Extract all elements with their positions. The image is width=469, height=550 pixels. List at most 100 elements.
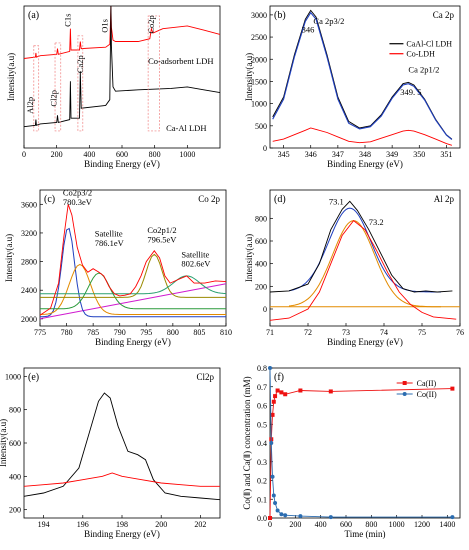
x-axis-label-e: Binding Energy (eV): [84, 529, 160, 539]
data-point-f-1-3: [271, 493, 276, 498]
y-tick-label-b-5: 2500: [251, 33, 267, 42]
fit-peak-c-5: [40, 275, 227, 295]
y-tick-label-d-3: 600: [255, 237, 267, 246]
x-tick-label-b-5: 350: [413, 150, 425, 159]
fit-peak-c-2: [39, 263, 226, 315]
data-point-f-0-8: [298, 388, 303, 393]
x-axis-label-c: Binding Energy (eV): [95, 337, 171, 347]
annotation-c-4: Co2p1/2: [147, 225, 176, 235]
x-tick-label-a-1: 200: [51, 150, 63, 159]
data-point-f-1-1: [269, 441, 274, 445]
y-axis-label-a: Intensity(a.u): [6, 53, 16, 101]
annotation-c-1: 780.3eV: [63, 197, 93, 207]
y-tick-label-e-0: 200: [9, 506, 21, 515]
series-line-c-0: [39, 204, 227, 316]
annotation-b-1: 346: [302, 25, 315, 35]
y-tick-label-d-0: 0: [263, 305, 267, 314]
data-point-f-1-2: [270, 474, 275, 479]
data-point-f-0-6: [279, 390, 284, 395]
y-axis-label-b: Intensity(a.u): [244, 53, 254, 101]
annotation-b-3: 349. 5: [400, 87, 421, 97]
x-tick-label-f-2: 400: [315, 520, 327, 529]
x-tick-label-c-7: 810: [220, 328, 232, 337]
y-tick-label-f-2: 0.2: [257, 477, 267, 486]
series-line-b-0: [272, 9, 453, 140]
annotation-b-0: Ca 2p3/2: [313, 16, 344, 26]
annotation-b-2: Ca 2p1/2: [408, 65, 439, 75]
y-tick-label-d-2: 400: [255, 260, 267, 269]
x-tick-label-d-4: 75: [418, 328, 426, 337]
y-axis-label-f: Co(Ⅱ) and Ca(Ⅱ) concentration (mM): [242, 376, 252, 509]
x-tick-label-e-2: 198: [116, 520, 128, 529]
x-tick-label-d-5: 76: [456, 328, 464, 337]
x-axis-label-a: Binding Energy (eV): [84, 159, 160, 169]
highlight-box-a-0: [33, 45, 40, 132]
x-tick-label-f-7: 1400: [439, 520, 455, 529]
data-point-f-0-4: [273, 394, 278, 399]
legend-label-f-0: Ca(II): [417, 379, 437, 388]
x-tick-label-f-1: 200: [289, 520, 301, 529]
panel-title-c: Co 2p: [198, 194, 220, 204]
panel-label-f: (f): [274, 372, 284, 383]
y-tick-label-f-5: 0.5: [257, 420, 267, 429]
x-axis-label-b: Binding Energy (eV): [327, 159, 403, 169]
data-point-f-1-5: [275, 508, 280, 513]
x-tick-label-e-1: 196: [77, 520, 89, 529]
x-tick-label-b-0: 345: [278, 150, 290, 159]
y-tick-label-c-3: 3200: [21, 229, 37, 238]
x-tick-label-a-5: 1000: [179, 150, 195, 159]
annotation-c-0: Co2p3/2: [63, 188, 92, 198]
annotation-c-5: 796.5eV: [147, 234, 177, 244]
annotation-c-6: Satellite: [181, 249, 209, 259]
y-tick-label-f-7: 0.7: [257, 383, 267, 392]
y-tick-label-b-1: 500: [255, 122, 267, 131]
panel-title-d: Al 2p: [434, 194, 455, 204]
y-tick-label-c-0: 2000: [21, 315, 37, 324]
fit-line-b: [272, 11, 453, 141]
x-tick-label-f-5: 1000: [389, 520, 405, 529]
annotation-a-0: O1s: [99, 19, 109, 33]
x-tick-label-b-2: 347: [332, 150, 344, 159]
y-tick-label-e-3: 800: [9, 406, 21, 415]
fit-peak-d-1: [288, 207, 441, 293]
x-tick-label-e-0: 194: [38, 520, 50, 529]
legend-marker-f-1: [402, 392, 407, 396]
data-point-f-1-10: [450, 515, 455, 520]
series-line-e-1: [23, 472, 220, 487]
x-tick-label-e-3: 200: [155, 520, 167, 529]
y-axis-label-c: Intensity(a.u): [4, 234, 14, 282]
data-point-f-0-9: [328, 389, 333, 394]
y-tick-label-b-4: 2000: [251, 55, 267, 64]
data-point-f-1-6: [279, 512, 284, 517]
x-tick-label-d-2: 73: [342, 328, 350, 337]
y-tick-label-f-4: 0.4: [257, 439, 267, 448]
x-tick-label-b-3: 348: [359, 150, 371, 159]
series-line-d-0: [269, 200, 453, 293]
fit-peak-c-3: [40, 272, 226, 310]
panel-label-b: (b): [274, 10, 286, 21]
panel-label-a: (a): [28, 10, 39, 21]
legend-label-b-0: CaAl-Cl LDH: [406, 40, 452, 49]
series-line-a-0: [23, 5, 221, 59]
y-axis-label-e: Intensity(a.u): [0, 419, 8, 467]
y-tick-label-d-1: 200: [255, 282, 267, 291]
annotation-c-7: 802.6eV: [181, 259, 211, 269]
x-tick-label-e-4: 202: [194, 520, 206, 529]
data-point-f-1-4: [273, 501, 278, 505]
x-tick-label-c-0: 775: [34, 328, 46, 337]
fit-peak-c-4: [40, 253, 226, 298]
x-tick-label-c-6: 805: [193, 328, 205, 337]
plot-frame-e: [23, 367, 221, 519]
data-point-f-0-5: [275, 388, 280, 393]
series-line-b-1: [272, 127, 453, 146]
x-tick-label-d-1: 72: [304, 328, 312, 337]
x-tick-label-b-1: 346: [305, 150, 317, 159]
series-line-f-0: [269, 388, 453, 519]
annotation-c-2: Satellite: [95, 229, 123, 239]
x-tick-label-b-6: 351: [440, 150, 452, 159]
y-tick-label-d-4: 800: [255, 214, 267, 223]
y-tick-label-f-3: 0.3: [257, 458, 267, 467]
series-line-a-1: [23, 5, 221, 128]
data-point-f-0-10: [450, 386, 455, 391]
data-point-f-0-7: [283, 392, 288, 397]
